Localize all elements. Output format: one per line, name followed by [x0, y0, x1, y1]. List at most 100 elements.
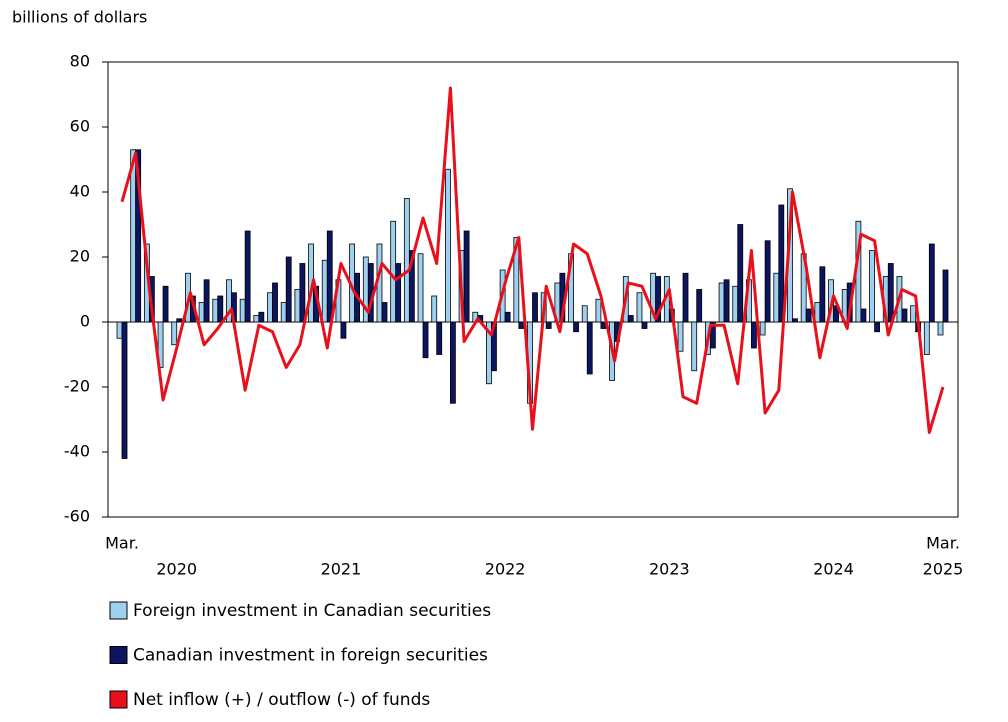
bar: [431, 295, 438, 323]
bar: [253, 315, 260, 323]
legend-label: Canadian investment in foreign securitie…: [133, 646, 488, 666]
bar: [778, 204, 785, 323]
bar: [636, 292, 643, 323]
year-label: 2020: [156, 560, 197, 579]
bar: [239, 298, 246, 323]
bar: [595, 298, 602, 323]
bar: [573, 321, 579, 333]
bar: [299, 263, 306, 323]
bar: [860, 308, 867, 323]
bar: [436, 321, 443, 355]
bar: [942, 269, 949, 323]
bar: [901, 308, 908, 323]
bar: [819, 266, 826, 323]
bar: [627, 315, 634, 323]
bar: [764, 240, 771, 323]
legend-swatch: [109, 646, 128, 664]
x-tick-label: Mar.: [105, 534, 139, 553]
bar: [709, 321, 716, 349]
bar: [677, 321, 684, 352]
y-tick-label: -40: [64, 442, 90, 461]
bar: [422, 321, 429, 359]
legend-swatch: [109, 601, 128, 620]
y-tick-label: -20: [64, 377, 90, 396]
bar: [267, 292, 273, 323]
bar: [814, 302, 821, 323]
legend: Foreign investment in Canadian securitie…: [109, 601, 491, 710]
bar: [294, 289, 301, 323]
bar: [792, 318, 798, 323]
bar: [513, 237, 520, 323]
bar: [390, 220, 397, 323]
bar: [340, 321, 347, 339]
y-tick-label: 0: [80, 312, 90, 331]
plot-frame: [107, 61, 959, 518]
y-tick-label: 20: [70, 247, 90, 266]
bar: [805, 308, 812, 323]
bar: [937, 321, 944, 336]
bar: [280, 302, 287, 323]
bar: [162, 285, 169, 323]
bar: [532, 292, 538, 323]
year-label: 2025: [923, 560, 964, 579]
bar: [395, 263, 402, 323]
bar: [641, 321, 648, 329]
bar: [682, 272, 689, 323]
bar: [869, 250, 875, 323]
bar: [417, 253, 424, 323]
bar: [198, 302, 205, 323]
bar: [518, 321, 525, 329]
bar: [463, 230, 470, 323]
bar: [718, 282, 725, 323]
bar: [321, 259, 328, 323]
bar: [504, 311, 511, 323]
bar: [326, 230, 333, 323]
bar: [928, 243, 935, 323]
bar: [408, 250, 415, 323]
bar: [157, 321, 164, 368]
line: [120, 86, 945, 434]
bar: [285, 256, 292, 323]
bar: [116, 321, 123, 339]
y-axis-label: billions of dollars: [12, 8, 147, 27]
legend-swatch: [109, 690, 128, 709]
bar: [773, 272, 780, 323]
bar: [212, 298, 219, 323]
bar: [258, 311, 265, 323]
y-tick-label: 80: [70, 52, 90, 71]
bar: [586, 321, 593, 375]
bar: [381, 302, 388, 323]
bar: [887, 263, 894, 323]
y-tick-label: -60: [64, 507, 90, 526]
bar: [203, 279, 210, 323]
bar: [696, 289, 703, 323]
bar: [444, 168, 451, 323]
bar: [217, 295, 224, 323]
y-tick-label: 40: [70, 182, 90, 201]
year-label: 2021: [321, 560, 362, 579]
bar: [244, 230, 251, 323]
year-label: 2023: [649, 560, 690, 579]
bar: [691, 321, 698, 372]
bar: [135, 149, 142, 323]
bar: [130, 149, 137, 323]
bar: [751, 321, 757, 349]
bar: [923, 321, 930, 355]
y-tick-label: 60: [70, 117, 90, 136]
bar: [449, 321, 456, 404]
legend-label: Foreign investment in Canadian securitie…: [133, 601, 491, 621]
bar: [403, 198, 410, 323]
bar: [272, 282, 278, 323]
bar: [874, 321, 880, 333]
legend-label: Net inflow (+) / outflow (-) of funds: [133, 690, 430, 710]
bar: [545, 321, 552, 329]
bar: [655, 276, 662, 323]
bar: [723, 279, 730, 323]
bar: [759, 321, 766, 336]
bar: [581, 305, 588, 323]
bar: [121, 321, 128, 459]
year-label: 2024: [813, 560, 854, 579]
bar: [737, 224, 744, 323]
x-tick-label: Mar.: [926, 534, 960, 553]
